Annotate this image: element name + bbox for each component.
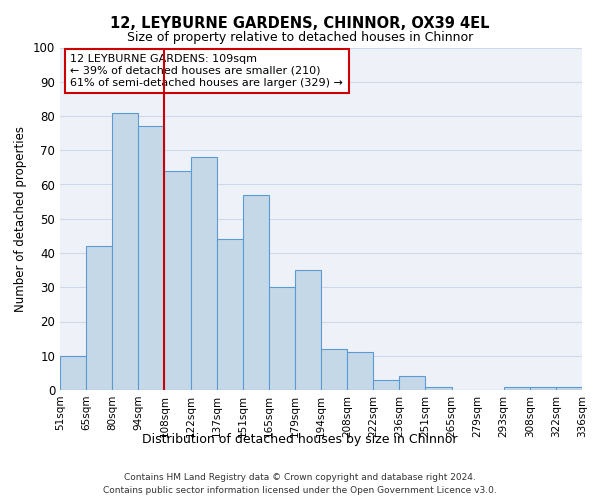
Bar xyxy=(164,171,191,390)
Bar xyxy=(530,386,556,390)
Text: Contains public sector information licensed under the Open Government Licence v3: Contains public sector information licen… xyxy=(103,486,497,495)
Bar xyxy=(321,349,347,390)
Bar xyxy=(373,380,400,390)
Bar xyxy=(60,356,86,390)
Bar xyxy=(269,287,295,390)
Bar xyxy=(295,270,321,390)
Text: Size of property relative to detached houses in Chinnor: Size of property relative to detached ho… xyxy=(127,32,473,44)
Bar xyxy=(139,126,164,390)
Bar xyxy=(556,386,582,390)
Bar xyxy=(191,157,217,390)
Text: Distribution of detached houses by size in Chinnor: Distribution of detached houses by size … xyxy=(142,432,458,446)
Text: 12 LEYBURNE GARDENS: 109sqm
← 39% of detached houses are smaller (210)
61% of se: 12 LEYBURNE GARDENS: 109sqm ← 39% of det… xyxy=(70,54,343,88)
Bar xyxy=(217,240,243,390)
Y-axis label: Number of detached properties: Number of detached properties xyxy=(14,126,28,312)
Bar xyxy=(400,376,425,390)
Text: 12, LEYBURNE GARDENS, CHINNOR, OX39 4EL: 12, LEYBURNE GARDENS, CHINNOR, OX39 4EL xyxy=(110,16,490,31)
Bar xyxy=(425,386,452,390)
Bar xyxy=(504,386,530,390)
Bar xyxy=(243,195,269,390)
Bar xyxy=(86,246,112,390)
Bar xyxy=(347,352,373,390)
Text: Contains HM Land Registry data © Crown copyright and database right 2024.: Contains HM Land Registry data © Crown c… xyxy=(124,472,476,482)
Bar xyxy=(112,112,139,390)
